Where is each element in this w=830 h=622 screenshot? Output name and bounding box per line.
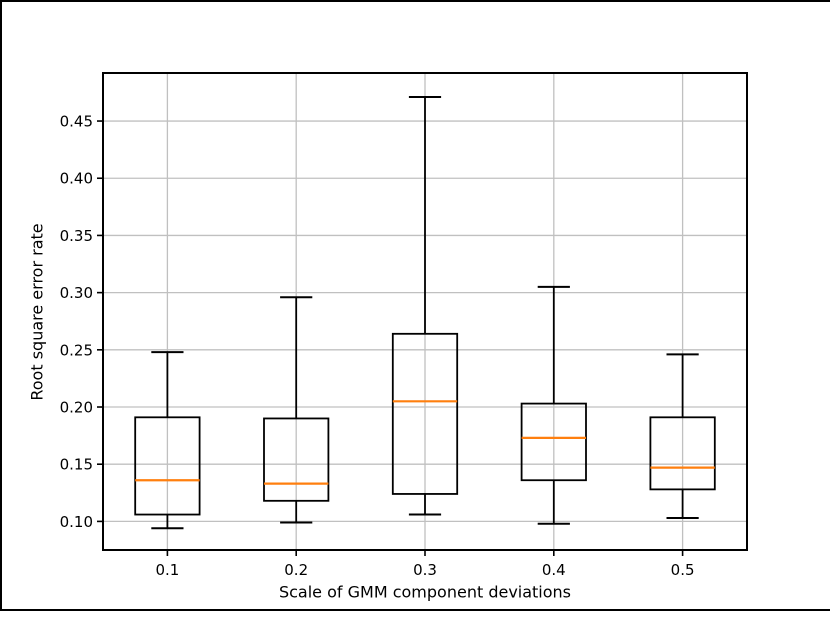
box-0.4 [520,402,587,482]
box-0.1 [134,416,201,516]
box-0.2 [263,417,330,502]
y-axis-label: Root square error rate [27,223,47,401]
x-tick-label-0.1: 0.1 [155,561,179,579]
y-tick-label-0.45: 0.45 [60,113,93,131]
y-tick-label-0.40: 0.40 [60,170,93,188]
x-axis-label: Scale of GMM component deviations [278,582,572,602]
y-tick-label-0.25: 0.25 [60,341,93,359]
plot-area-border [102,72,748,551]
x-tick-label-0.2: 0.2 [284,561,308,579]
y-tick-label-0.30: 0.30 [60,284,93,302]
x-tick-label-0.4: 0.4 [542,561,566,579]
x-tick-label-0.3: 0.3 [413,561,437,579]
y-tick-label-0.20: 0.20 [60,399,93,417]
y-tick-label-0.10: 0.10 [60,513,93,531]
y-tick-label-0.35: 0.35 [60,227,93,245]
x-tick-label-0.5: 0.5 [671,561,695,579]
box-0.5 [649,416,716,491]
y-tick-label-0.15: 0.15 [60,456,93,474]
box-0.3 [391,332,459,495]
